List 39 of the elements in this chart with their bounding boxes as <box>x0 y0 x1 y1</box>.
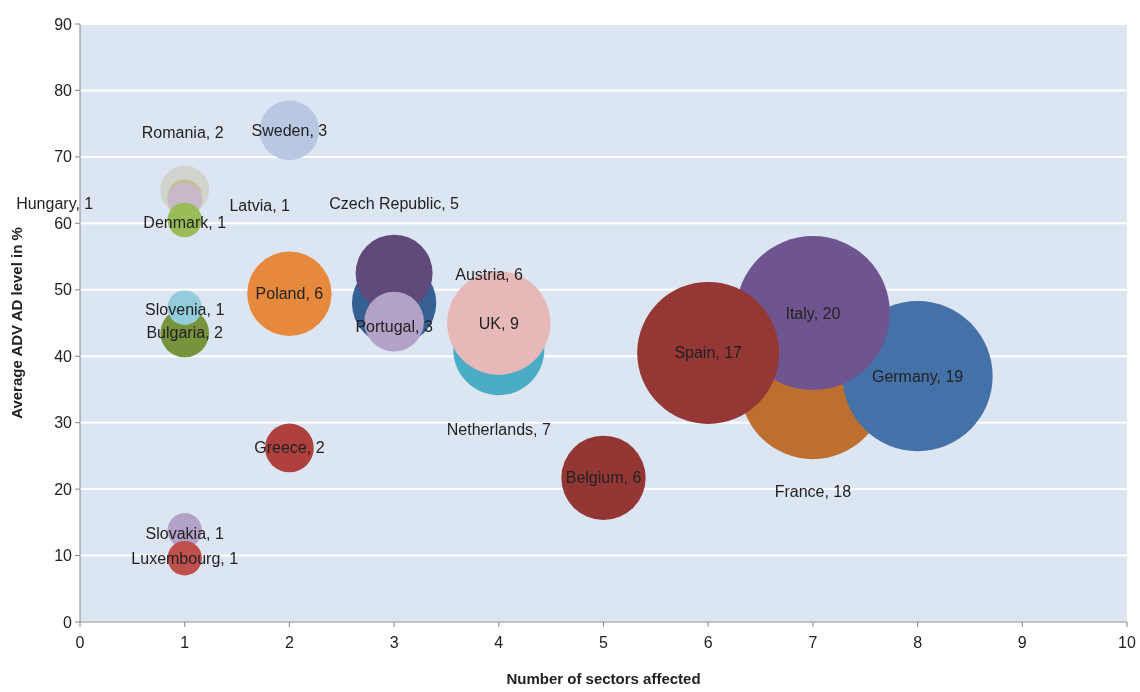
y-tick-label: 50 <box>54 281 73 299</box>
x-tick-label: 10 <box>1118 633 1136 651</box>
x-tick-label: 1 <box>180 633 190 651</box>
x-tick-label: 4 <box>494 633 504 651</box>
x-tick-label: 2 <box>284 633 294 651</box>
y-tick-label: 0 <box>63 613 73 631</box>
text: Latvia, 1 <box>229 196 290 214</box>
text: UK, 9 <box>478 314 519 332</box>
text: Spain, 17 <box>674 344 742 362</box>
text: Italy, 20 <box>785 304 841 322</box>
y-tick-label: 70 <box>54 148 73 166</box>
y-tick-label: 10 <box>54 547 73 565</box>
y-tick-label: 20 <box>54 480 73 498</box>
text: Romania, 2 <box>141 123 224 141</box>
x-tick-label: 6 <box>703 633 713 651</box>
text: France, 18 <box>774 482 852 500</box>
x-tick-label: 5 <box>599 633 609 651</box>
x-tick-label: 8 <box>913 633 923 651</box>
y-tick-label: 60 <box>54 214 73 232</box>
text: Netherlands, 7 <box>446 421 551 439</box>
y-tick-label: 90 <box>54 15 73 33</box>
text: Poland, 6 <box>255 285 324 303</box>
x-tick-label: 7 <box>808 633 818 651</box>
x-tick-label: 9 <box>1017 633 1027 651</box>
y-tick-label: 40 <box>54 347 73 365</box>
text: Slovakia, 1 <box>145 524 224 542</box>
x-tick-label: 3 <box>389 633 399 651</box>
y-tick-label: 30 <box>54 414 73 432</box>
text: Slovenia, 1 <box>145 301 225 319</box>
text: Hungary, 1 <box>16 195 94 213</box>
y-axis-title: Average ADV AD level in % <box>8 227 25 419</box>
text: Germany, 19 <box>871 367 964 385</box>
text: Czech Republic, 5 <box>329 194 460 212</box>
x-tick-label: 0 <box>75 633 85 651</box>
y-tick-label: 80 <box>54 81 73 99</box>
text: Sweden, 3 <box>251 121 328 139</box>
text: Austria, 6 <box>455 265 523 283</box>
x-axis-title: Number of sectors affected <box>506 670 701 687</box>
text: Belgium, 6 <box>565 469 642 487</box>
